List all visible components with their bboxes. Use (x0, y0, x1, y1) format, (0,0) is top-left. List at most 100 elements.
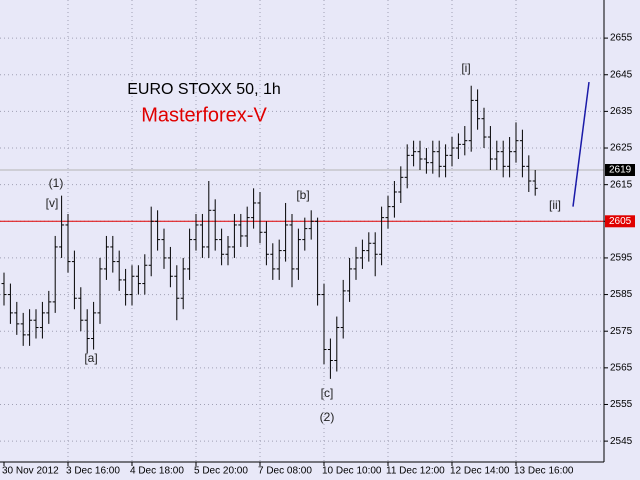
ohlc-bar (455, 133, 461, 160)
ohlc-bar (20, 312, 26, 346)
ohlc-bar (161, 228, 167, 269)
ohlc-bar (219, 228, 225, 266)
ohlc-bar (532, 169, 538, 196)
price-label-box (605, 215, 635, 228)
y-tick-label: 2585 (610, 289, 633, 300)
ohlc-bar (302, 217, 308, 251)
ohlc-bar (46, 290, 52, 324)
ohlc-bar (91, 301, 97, 350)
ohlc-bar (167, 246, 173, 288)
y-tick-label: 2555 (610, 399, 633, 410)
ohlc-bar (385, 195, 391, 229)
y-tick-label: 2635 (610, 106, 633, 117)
ohlc-bar (315, 217, 321, 306)
ohlc-bar (443, 144, 449, 178)
y-tick-label: 2655 (610, 33, 633, 44)
ohlc-bar (494, 140, 500, 170)
y-tick-label: 2625 (610, 143, 633, 154)
annotation: [v] (46, 196, 59, 210)
ohlc-bar (295, 228, 301, 280)
ohlc-bar (276, 239, 282, 280)
ohlc-bar (398, 166, 404, 203)
ohlc-bar (404, 144, 410, 189)
ohlc-bar (244, 206, 250, 247)
ohlc-bar (359, 239, 365, 269)
ohlc-bar (212, 199, 218, 251)
ohlc-bar (513, 122, 519, 163)
y-tick-label: 2645 (610, 69, 633, 80)
ohlc-bar (135, 265, 141, 295)
y-tick-label: 2575 (610, 326, 633, 337)
annotation: [i] (461, 61, 470, 75)
ohlc-bar (174, 265, 180, 321)
ohlc-bar (199, 213, 205, 258)
ohlc-bar (78, 287, 84, 332)
ohlc-bar (110, 235, 116, 273)
annotation: [b] (296, 188, 309, 202)
ohlc-bar (84, 309, 90, 354)
ohlc-bar (462, 126, 468, 156)
ohlc-bar (423, 148, 429, 174)
ohlc-bar (347, 257, 353, 302)
annotation: (1) (49, 176, 64, 190)
x-tick-label: 12 Dec 14:00 (450, 466, 510, 477)
annotation: [a] (84, 351, 97, 365)
ohlc-bar (327, 338, 333, 379)
ohlc-bar (52, 235, 58, 313)
ohlc-bar (449, 137, 455, 167)
annotation: [c] (321, 386, 334, 400)
ohlc-bar (7, 283, 13, 324)
ohlc-bar (129, 265, 135, 306)
ohlc-bar (430, 140, 436, 174)
ohlc-bar (436, 140, 442, 178)
ohlc-bar (308, 210, 314, 240)
ohlc-bar (468, 85, 474, 152)
ohlc-bar (155, 210, 161, 251)
ohlc-bar (116, 250, 122, 291)
ohlc-bar (71, 250, 77, 310)
ohlc-bar (65, 213, 71, 273)
ohlc-bar (103, 235, 109, 280)
ohlc-bar (27, 309, 33, 346)
ohlc-bar (39, 301, 45, 339)
annotation: (2) (320, 410, 335, 424)
ohlc-bar (148, 206, 154, 277)
ohlc-bar (231, 213, 237, 258)
ohlc-bar (142, 254, 148, 295)
ohlc-bar (487, 126, 493, 170)
price-label: 2605 (609, 216, 632, 227)
ohlc-bar (321, 283, 327, 365)
ohlc-bar (379, 206, 385, 266)
x-tick-label: 5 Dec 20:00 (194, 466, 248, 477)
x-tick-label: 4 Dec 18:00 (130, 466, 184, 477)
y-tick-label: 2615 (610, 179, 633, 190)
y-tick-label: 2565 (610, 362, 633, 373)
x-tick-label: 30 Nov 2012 (2, 466, 59, 477)
chart-title: EURO STOXX 50, 1h (127, 81, 281, 98)
ohlc-bar (33, 309, 39, 339)
ohlc-bar (263, 221, 269, 266)
x-tick-label: 3 Dec 16:00 (66, 466, 120, 477)
ohlc-bar (225, 235, 231, 266)
projection-line (572, 81, 590, 207)
ohlc-bar (481, 107, 487, 149)
ohlc-bar (14, 301, 20, 335)
ohlc-bar (411, 140, 417, 167)
ohlc-bar (519, 129, 525, 178)
x-tick-label: 13 Dec 16:00 (514, 466, 574, 477)
ohlc-bar (251, 188, 257, 229)
ohlc-bar (206, 180, 212, 258)
ohlc-bar (391, 180, 397, 218)
y-tick-label: 2545 (610, 436, 633, 447)
ohlc-bar (353, 246, 359, 280)
x-tick-label: 10 Dec 10:00 (322, 466, 382, 477)
ohlc-bar (97, 257, 103, 324)
annotation: [ii] (549, 198, 561, 212)
bars (1, 85, 538, 379)
x-tick-label: 7 Dec 08:00 (258, 466, 312, 477)
ohlc-bar (417, 140, 423, 170)
ohlc-bar (257, 191, 263, 244)
